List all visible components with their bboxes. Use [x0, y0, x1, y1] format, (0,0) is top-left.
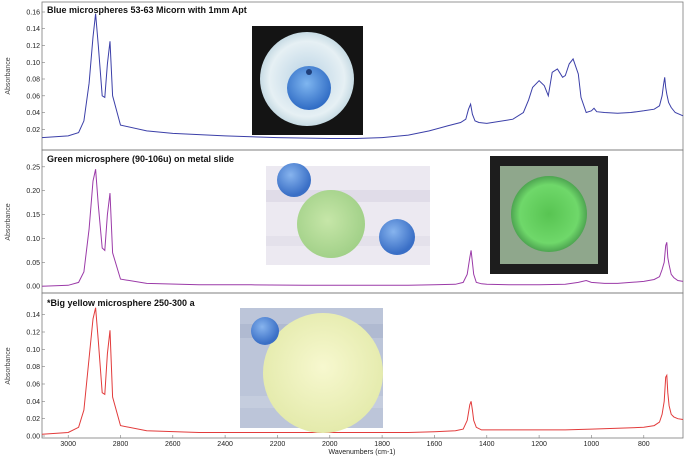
y-tick-label: 0.06 — [26, 382, 40, 389]
inset-1-blue-sphere — [287, 66, 331, 110]
x-tick-label: 2000 — [322, 441, 338, 448]
inset-photo-green-microsphere — [266, 163, 430, 265]
panel-1-ylabel: Absorbance — [5, 57, 12, 94]
x-tick-label: 1600 — [427, 441, 443, 448]
x-tick-label: 2200 — [270, 441, 286, 448]
x-tick-label: 1800 — [374, 441, 390, 448]
inset-2-blue-sphere-right — [379, 219, 415, 255]
panel-3-ylabel: Absorbance — [5, 347, 12, 384]
inset-photo-blue-microsphere — [252, 26, 363, 135]
x-axis-label: Wavenumbers (cm-1) — [328, 449, 395, 456]
x-axis-ticks: 3000 2800 2600 2400 2200 2000 1800 1600 1400 1200… — [60, 435, 650, 448]
y-tick-label: 0.10 — [26, 60, 40, 67]
inset-2-green-sphere — [297, 190, 365, 258]
panel-3-frame — [41, 292, 684, 439]
inset-1-dark-dot — [306, 69, 312, 75]
y-tick-label: 0.05 — [26, 260, 40, 267]
y-tick-label: 0.15 — [26, 212, 40, 219]
y-tick-label: 0.08 — [26, 364, 40, 371]
y-tick-label: 0.04 — [26, 110, 40, 117]
y-tick-label: 0.25 — [26, 164, 40, 171]
x-tick-label: 2600 — [165, 441, 181, 448]
panel-2-title: Green microsphere (90-106u) on metal sli… — [47, 154, 234, 164]
y-tick-label: 0.16 — [26, 10, 40, 17]
y-tick-label: 0.14 — [26, 312, 40, 319]
inset-2-blue-sphere-left — [277, 163, 311, 197]
x-tick-label: 2800 — [113, 441, 129, 448]
y-tick-label: 0.10 — [26, 236, 40, 243]
spectrum-line-blue — [41, 13, 684, 139]
y-tick-label: 0.04 — [26, 399, 40, 406]
panel-2-ylabel: Absorbance — [5, 203, 12, 240]
y-tick-label: 0.14 — [26, 26, 40, 33]
inset-4-blue-sphere — [251, 317, 279, 345]
panel-1-y-ticks: 0.16 0.14 0.12 0.10 0.08 0.06 0.04 0.02 — [26, 10, 45, 134]
x-tick-label: 1400 — [479, 441, 495, 448]
spectrum-line-yellow — [41, 307, 684, 435]
inset-photo-fluorescent-green-microsphere — [490, 156, 608, 274]
panel-1-title: Blue microspheres 53-63 Micorn with 1mm … — [47, 5, 247, 15]
panel-3-title: *Big yellow microsphere 250-300 a — [47, 298, 196, 308]
panel-2-y-ticks: 0.25 0.20 0.15 0.10 0.05 0.00 — [26, 164, 45, 291]
x-tick-label: 2400 — [217, 441, 233, 448]
x-tick-label: 1000 — [584, 441, 600, 448]
x-tick-label: 3000 — [60, 441, 76, 448]
y-tick-label: 0.10 — [26, 347, 40, 354]
spectrum-line-green — [41, 169, 684, 287]
y-tick-label: 0.00 — [26, 284, 40, 291]
inset-photo-yellow-microsphere — [240, 308, 383, 433]
y-tick-label: 0.06 — [26, 93, 40, 100]
y-tick-label: 0.08 — [26, 77, 40, 84]
x-tick-label: 1200 — [531, 441, 547, 448]
x-tick-label: 800 — [638, 441, 650, 448]
inset-3-green-sphere — [511, 176, 587, 252]
y-tick-label: 0.12 — [26, 330, 40, 337]
panel-3-y-ticks: 0.14 0.12 0.10 0.08 0.06 0.04 0.02 0.00 — [26, 312, 45, 441]
y-tick-label: 0.02 — [26, 416, 40, 423]
y-tick-label: 0.02 — [26, 127, 40, 134]
y-tick-label: 0.12 — [26, 43, 40, 50]
y-tick-label: 0.00 — [26, 434, 40, 441]
y-tick-label: 0.20 — [26, 188, 40, 195]
inset-4-yellow-sphere — [263, 313, 383, 433]
